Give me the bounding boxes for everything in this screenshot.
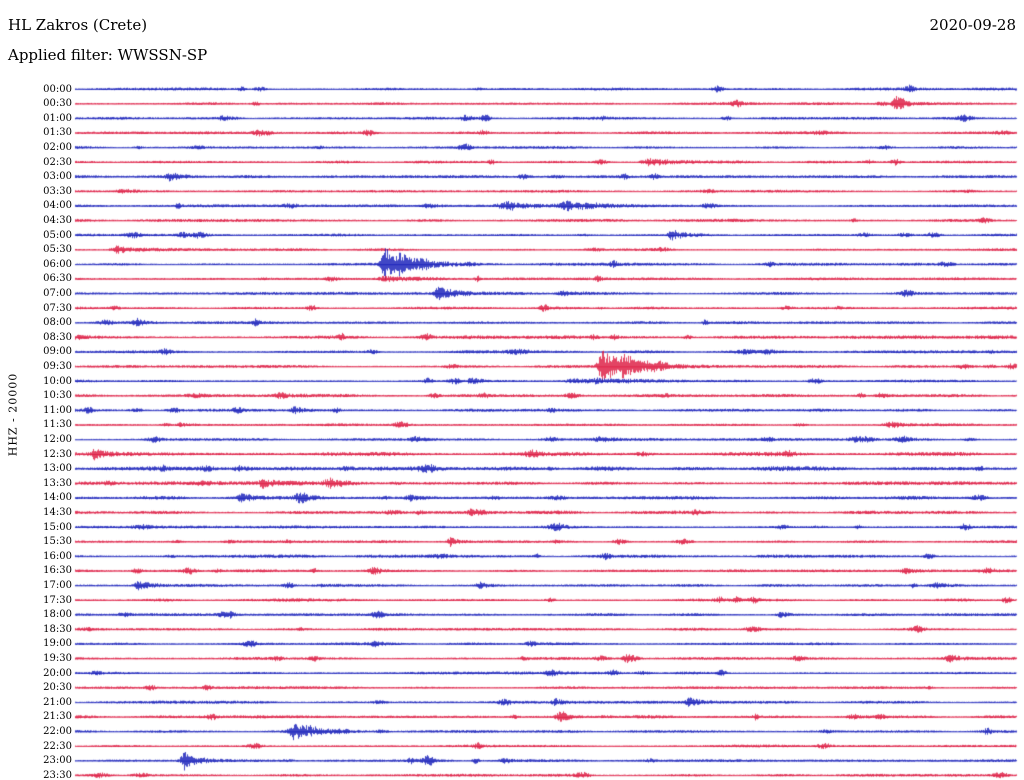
time-label: 04:30: [43, 214, 72, 226]
time-label: 09:30: [43, 360, 72, 372]
time-label: 10:30: [43, 390, 72, 402]
time-label: 18:30: [43, 623, 72, 635]
time-label: 13:00: [43, 463, 72, 475]
time-label: 18:00: [43, 609, 72, 621]
time-label: 21:00: [43, 696, 72, 708]
time-label: 15:00: [43, 521, 72, 533]
time-label: 17:00: [43, 579, 72, 591]
time-label: 23:30: [43, 769, 72, 780]
time-label: 01:30: [43, 127, 72, 139]
time-label: 16:30: [43, 565, 72, 577]
time-label: 12:30: [43, 448, 72, 460]
time-label: 22:00: [43, 725, 72, 737]
time-label: 08:00: [43, 317, 72, 329]
time-label: 04:00: [43, 200, 72, 212]
time-label: 14:30: [43, 506, 72, 518]
time-label: 09:00: [43, 346, 72, 358]
time-label: 07:30: [43, 302, 72, 314]
time-label: 03:00: [43, 171, 72, 183]
time-label: 02:00: [43, 141, 72, 153]
time-label: 21:30: [43, 711, 72, 723]
time-label: 23:00: [43, 755, 72, 767]
time-label: 06:30: [43, 273, 72, 285]
time-label: 03:30: [43, 185, 72, 197]
time-label: 22:30: [43, 740, 72, 752]
time-label: 14:00: [43, 492, 72, 504]
time-label: 07:00: [43, 287, 72, 299]
time-label: 00:30: [43, 98, 72, 110]
time-label: 06:00: [43, 258, 72, 270]
time-label: 19:00: [43, 638, 72, 650]
time-label: 08:30: [43, 331, 72, 343]
time-label: 11:00: [43, 404, 72, 416]
time-label: 13:30: [43, 477, 72, 489]
time-label: 05:30: [43, 244, 72, 256]
time-label: 10:00: [43, 375, 72, 387]
time-label: 20:00: [43, 667, 72, 679]
time-label: 02:30: [43, 156, 72, 168]
time-label: 17:30: [43, 594, 72, 606]
time-label: 11:30: [43, 419, 72, 431]
time-label: 20:30: [43, 682, 72, 694]
time-label: 12:00: [43, 433, 72, 445]
time-label: 16:00: [43, 550, 72, 562]
time-label: 01:00: [43, 112, 72, 124]
time-label: 15:30: [43, 536, 72, 548]
time-label: 05:00: [43, 229, 72, 241]
time-label: 00:00: [43, 83, 72, 95]
time-label: 19:30: [43, 652, 72, 664]
